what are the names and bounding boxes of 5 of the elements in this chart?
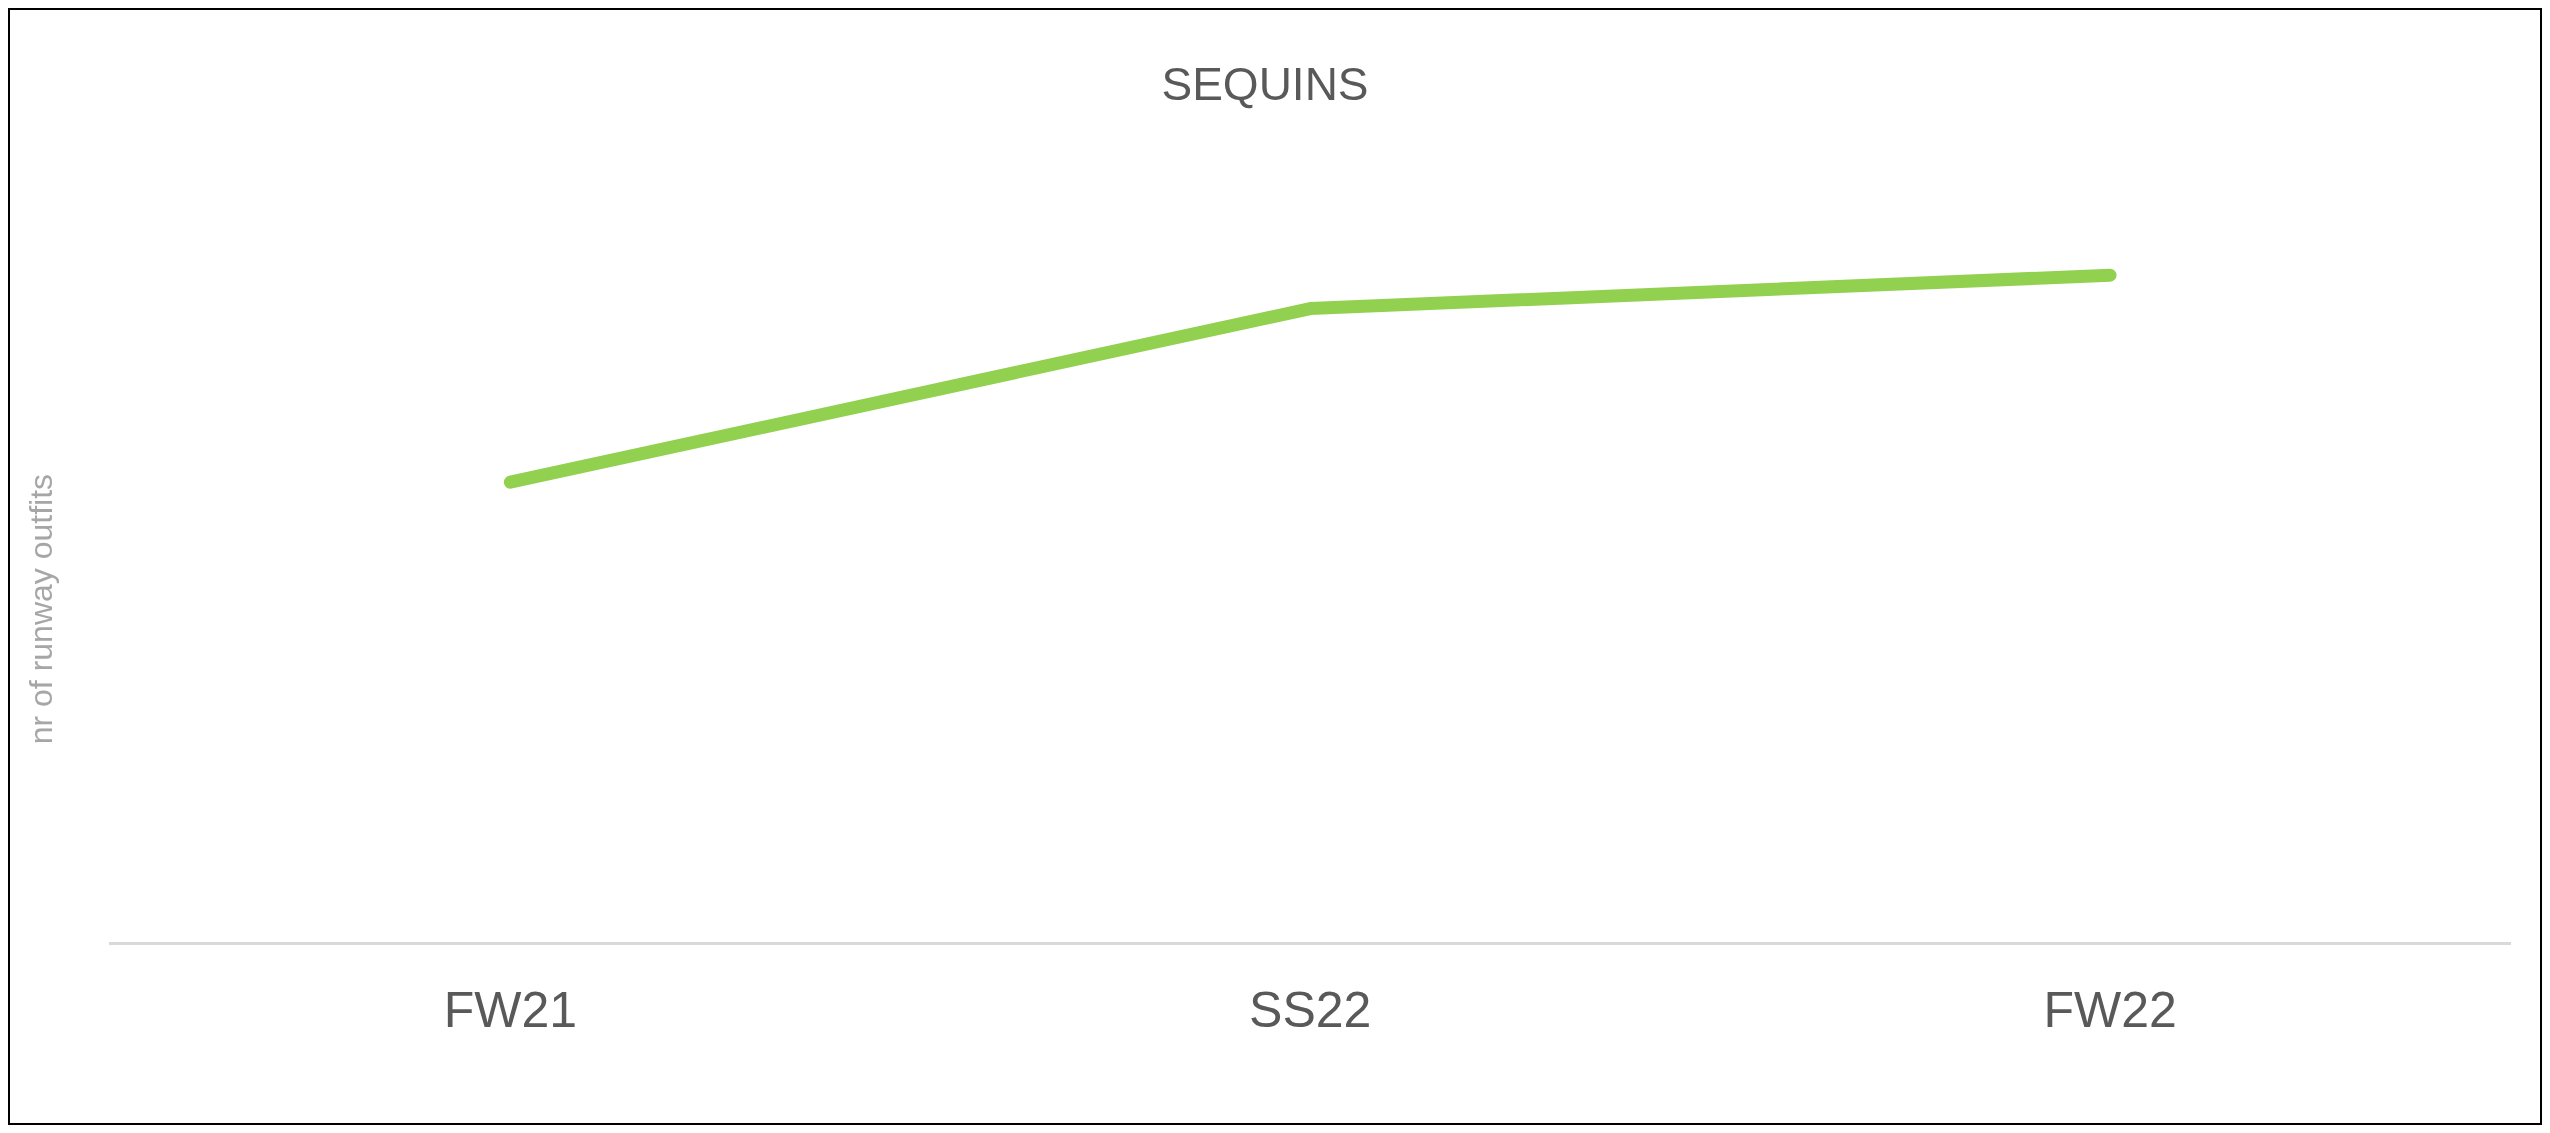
x-tick-label: SS22 [1249, 981, 1372, 1038]
x-tick-label: FW22 [2043, 981, 2177, 1038]
x-tick-label: FW21 [443, 981, 578, 1038]
chart-title: SEQUINS [1161, 58, 1369, 111]
y-axis-title: nr of runway outfits [23, 473, 60, 745]
